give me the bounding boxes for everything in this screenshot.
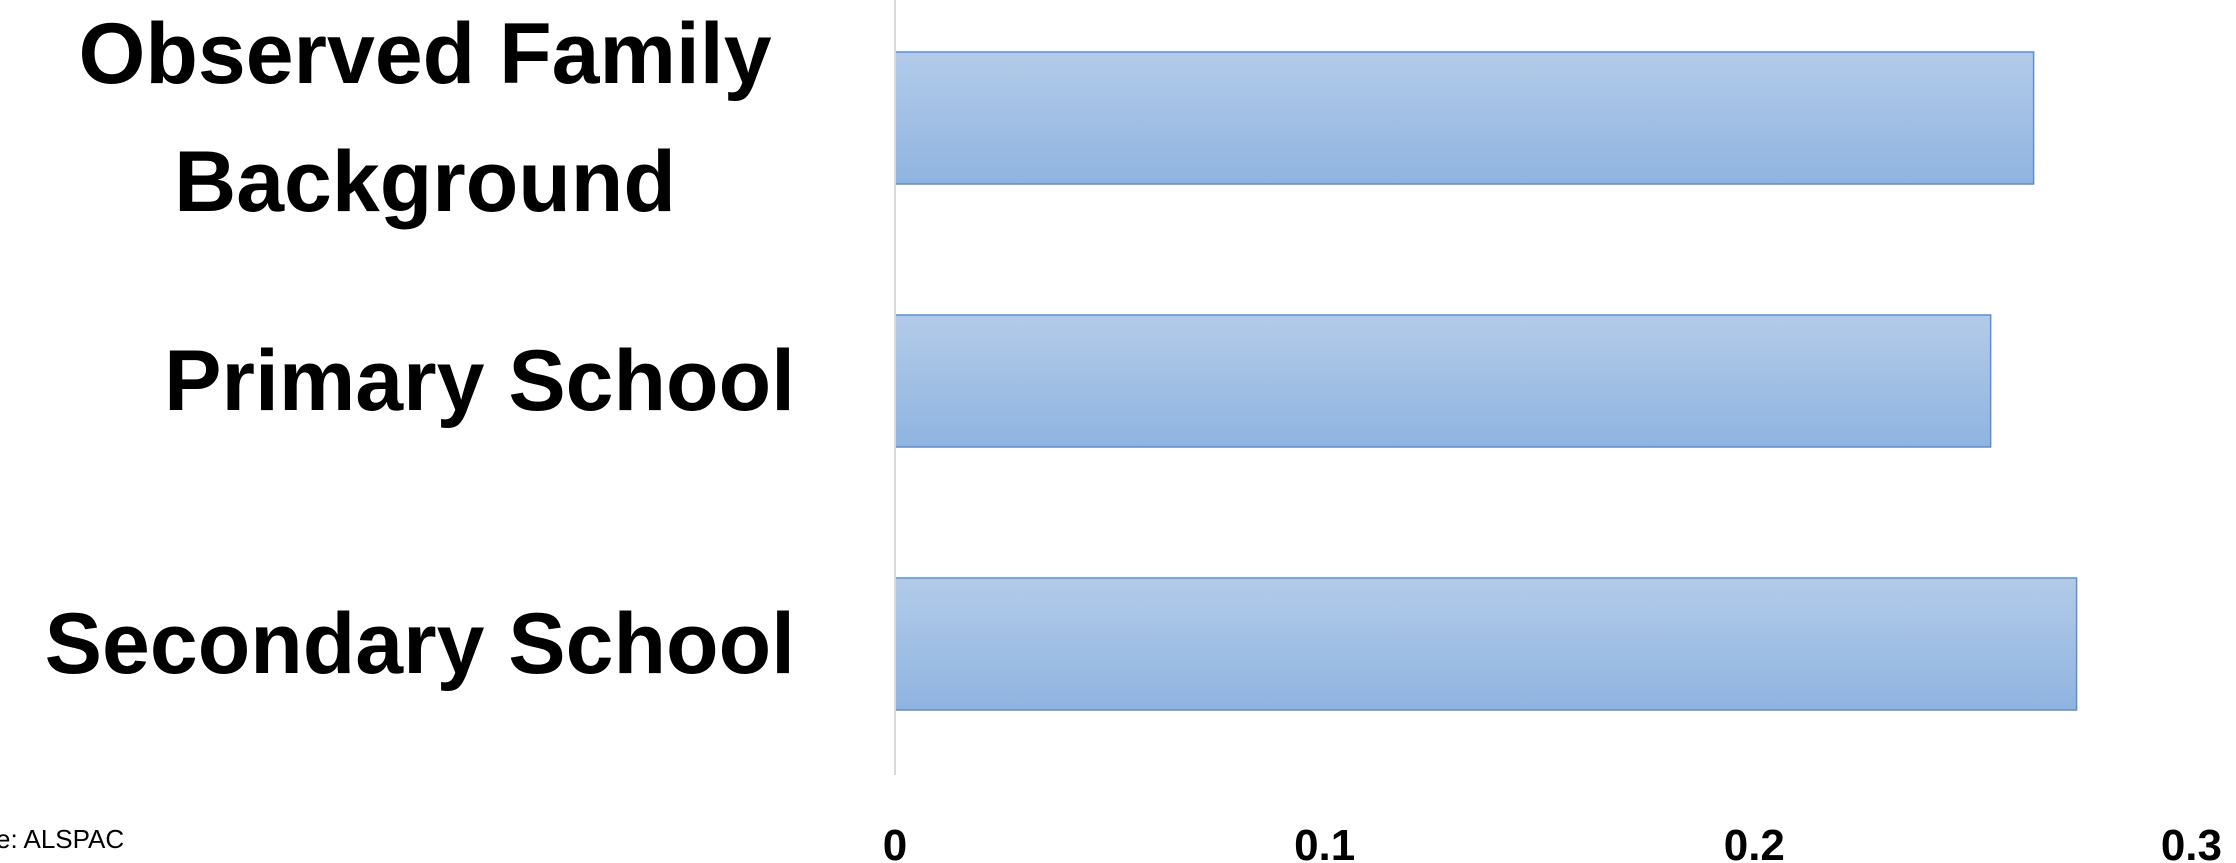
x-axis-tick-labels: 0 0.1 0.2 0.3	[883, 821, 2222, 863]
category-label: Primary School	[164, 333, 795, 429]
bar	[894, 577, 2078, 711]
category-labels: Observed Family Background Primary School S…	[45, 6, 795, 692]
category-label: Secondary School	[45, 596, 795, 692]
category-label: Observed Family Background	[78, 6, 771, 230]
x-tick-label: 0.2	[1724, 821, 1785, 863]
bar	[894, 51, 2035, 185]
bars	[894, 51, 2078, 711]
x-tick-label: 0.1	[1294, 821, 1355, 863]
bar	[894, 314, 1992, 448]
x-tick-label: 0	[883, 821, 907, 863]
source-note: e: ALSPAC	[0, 824, 124, 854]
x-tick-label: 0.3	[2161, 821, 2222, 863]
